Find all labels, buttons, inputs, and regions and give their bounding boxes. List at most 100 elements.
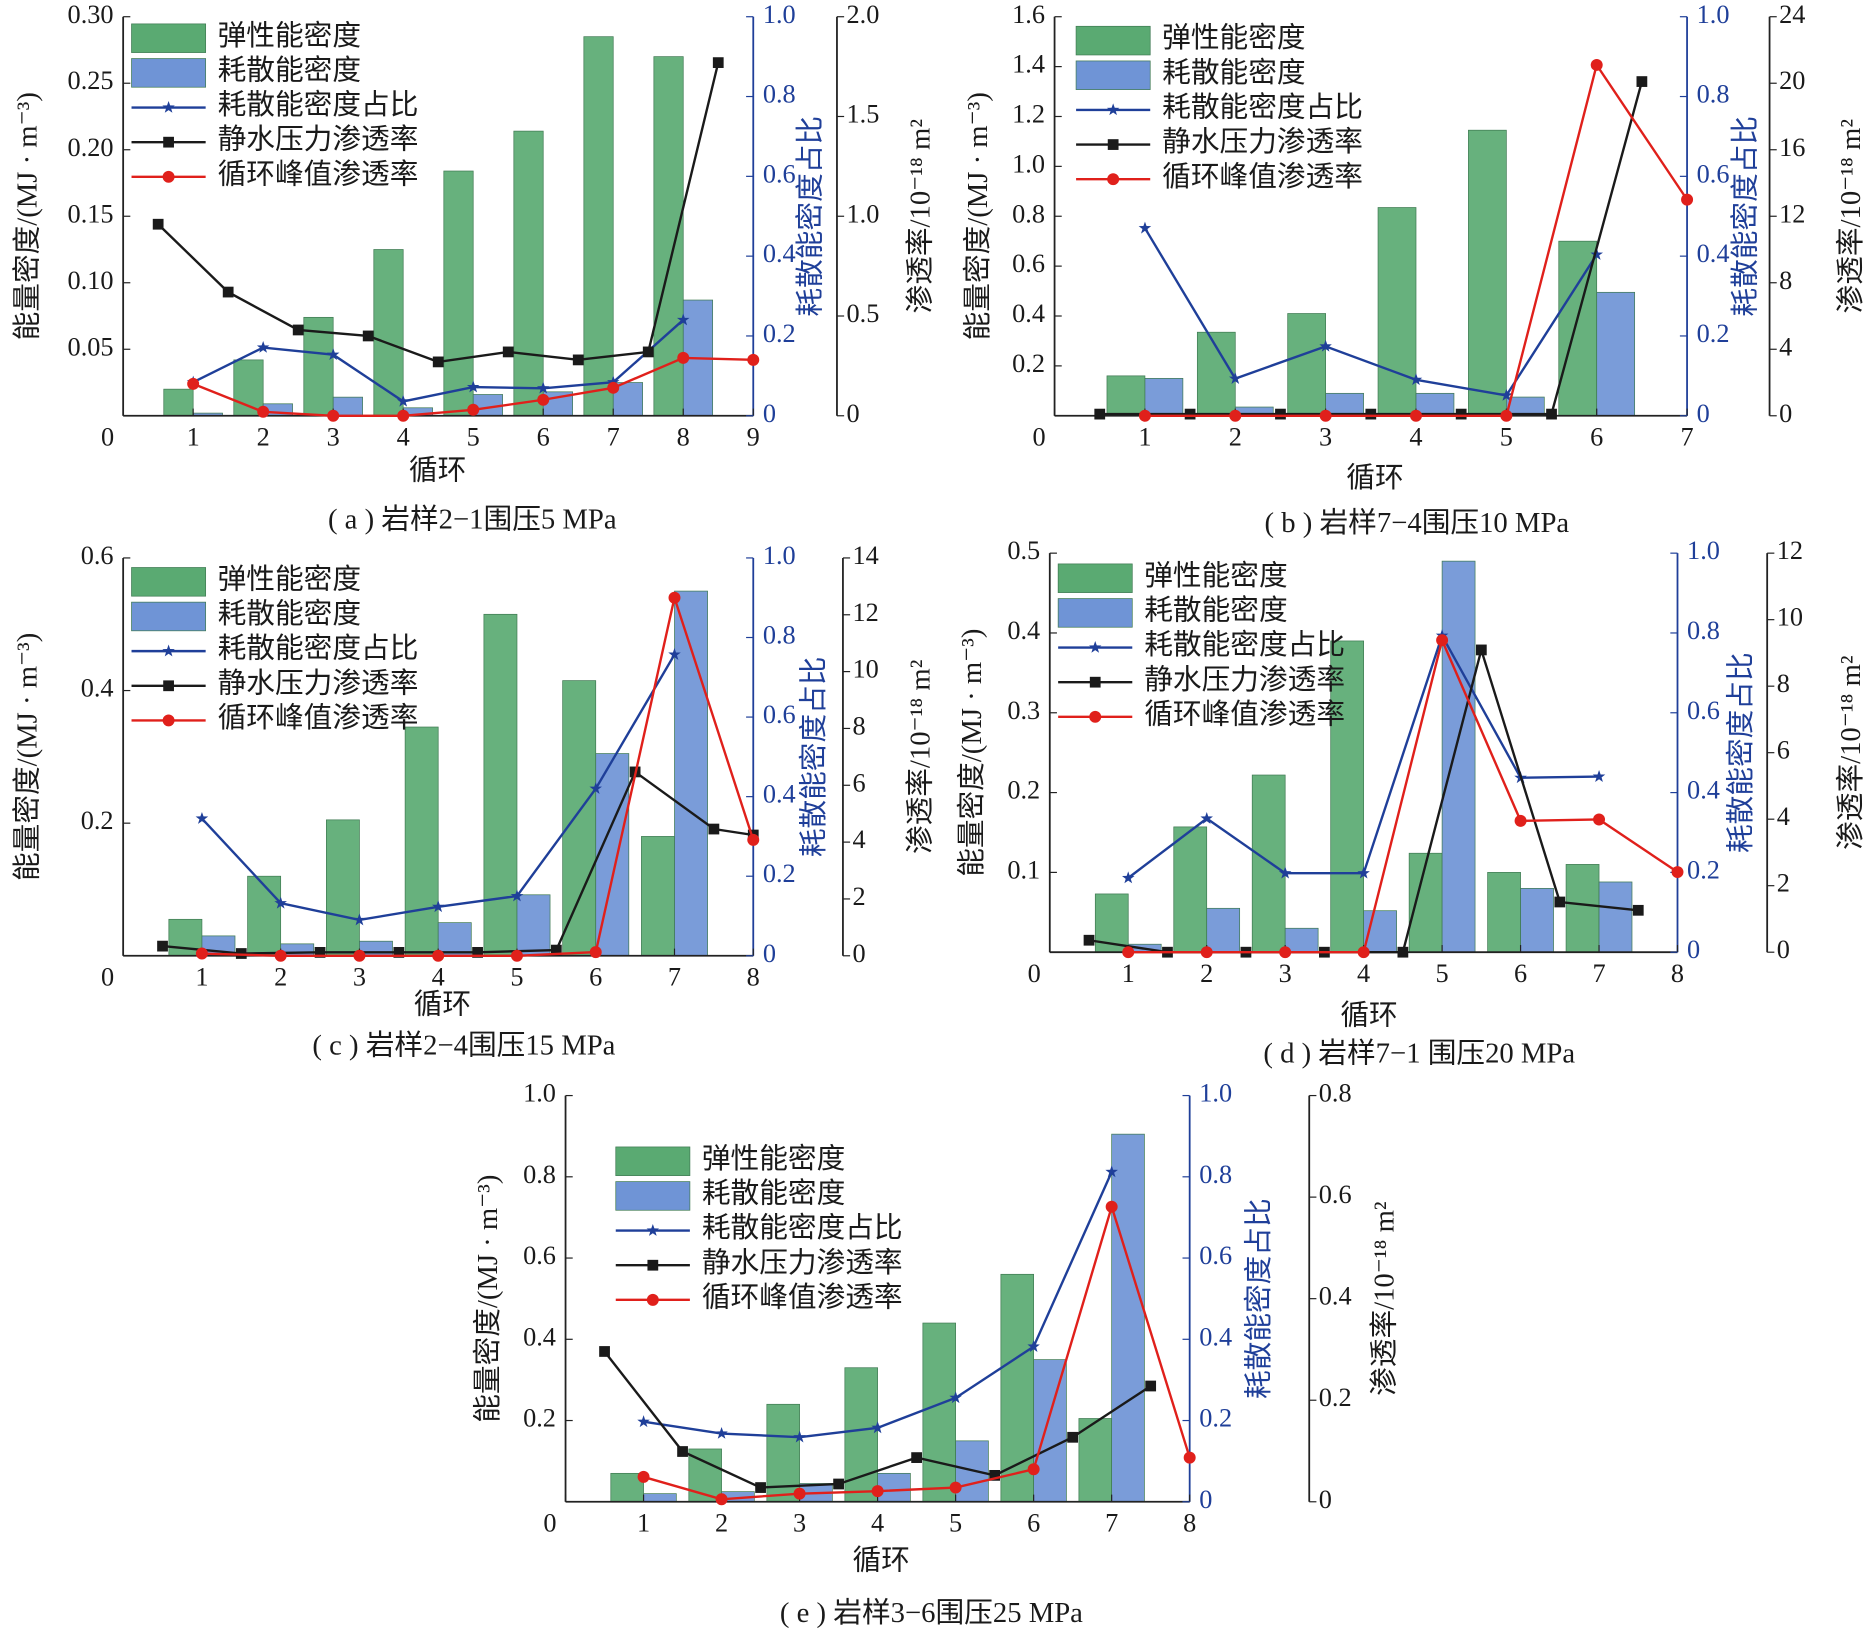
bar <box>1468 129 1507 417</box>
legend-label: 弹性能密度 <box>218 20 361 52</box>
marker-circle <box>1183 1451 1196 1464</box>
bar <box>1415 392 1455 417</box>
legend-label: 耗散能密度占比 <box>218 89 419 121</box>
bar <box>163 388 194 417</box>
marker-circle <box>1138 409 1151 422</box>
marker-star <box>162 100 175 113</box>
y2-tick-label: 1.0 <box>1687 536 1720 565</box>
y-tick-label: 1.6 <box>1012 0 1045 29</box>
x-tick-label: 7 <box>607 423 620 452</box>
bar <box>404 726 439 957</box>
marker-square <box>911 1452 922 1463</box>
bar <box>516 894 551 957</box>
marker-circle <box>195 947 208 960</box>
marker-square <box>1455 408 1467 420</box>
x-tick-label: 8 <box>1183 1509 1196 1538</box>
y-axis-label: 能量密度/(MJ · m⁻³) <box>956 629 988 877</box>
marker-square <box>393 946 405 958</box>
bar <box>1565 864 1600 953</box>
y3-tick-label: 4 <box>1779 332 1792 361</box>
legend-label: 静水压力渗透率 <box>702 1247 903 1279</box>
legend-swatch <box>131 58 207 88</box>
y2-tick-label: 1.0 <box>763 541 796 570</box>
bar <box>1330 640 1364 953</box>
marker-square <box>550 944 562 956</box>
x-tick-label: 7 <box>668 963 681 992</box>
marker-star <box>949 1391 962 1404</box>
y-tick-label: 0.05 <box>68 332 114 361</box>
marker-square <box>472 946 483 958</box>
marker-square <box>1094 408 1106 420</box>
legend-label: 静水压力渗透率 <box>1162 126 1363 158</box>
y3-tick-label: 2 <box>853 882 866 911</box>
marker-circle <box>715 1493 728 1506</box>
marker-square <box>1089 676 1101 688</box>
y-tick-label: 0.5 <box>1007 536 1040 565</box>
y-tick-label: 0.15 <box>68 199 114 228</box>
marker-square <box>755 1482 766 1493</box>
marker-square <box>1083 934 1095 946</box>
bar <box>513 130 544 417</box>
marker-circle <box>1671 866 1684 879</box>
bar <box>233 359 264 417</box>
marker-star <box>1089 640 1102 653</box>
legend-swatch <box>615 1181 691 1211</box>
y3-tick-label: 0.5 <box>847 299 880 328</box>
bar <box>583 36 614 417</box>
line <box>201 593 755 957</box>
x-tick-label: 7 <box>1680 423 1693 452</box>
marker-circle <box>637 1470 650 1483</box>
marker-square <box>1067 1431 1079 1443</box>
marker-star <box>1409 373 1423 386</box>
x-tick-label: 0 <box>101 963 114 992</box>
bar <box>1287 313 1326 417</box>
marker-circle <box>668 591 681 604</box>
marker-square <box>1365 408 1377 420</box>
y3-tick-label: 0 <box>853 939 866 968</box>
marker-star <box>353 913 366 926</box>
marker-circle <box>747 833 760 846</box>
line <box>603 1350 1152 1489</box>
legend-label: 耗散能密度占比 <box>702 1212 903 1244</box>
x-tick-label: 5 <box>510 963 523 992</box>
line <box>192 319 684 403</box>
marker-star <box>396 394 410 407</box>
legend-label: 循环峰值渗透率 <box>218 702 419 734</box>
marker-star <box>1200 811 1213 824</box>
y2-axis-label: 耗散能密度占比 <box>1243 1198 1275 1399</box>
x-tick-label: 6 <box>1590 423 1603 452</box>
marker-circle <box>467 403 480 416</box>
y2-axis-label: 耗散能密度占比 <box>795 116 827 317</box>
y2-tick-label: 0.8 <box>1687 616 1720 645</box>
chart-caption: ( b ) 岩样7−4围压10 MPa <box>1265 507 1570 539</box>
y3-tick-label: 4 <box>1777 802 1790 831</box>
x-tick-label: 0 <box>1032 423 1045 452</box>
marker-square <box>712 57 724 68</box>
x-axis-label: 循环 <box>1346 462 1403 494</box>
y-tick-label: 0.4 <box>523 1322 556 1351</box>
marker-square <box>1554 896 1566 908</box>
marker-star <box>1592 770 1606 782</box>
bar <box>437 922 472 957</box>
marker-circle <box>510 949 523 962</box>
marker-square <box>1184 408 1196 420</box>
y-tick-label: 0.8 <box>1012 199 1045 228</box>
legend-swatch <box>131 23 207 53</box>
y3-tick-label: 12 <box>1777 536 1803 565</box>
y-tick-label: 0.4 <box>1012 299 1045 328</box>
y2-tick-label: 0.6 <box>763 159 796 188</box>
marker-circle <box>949 1481 962 1494</box>
y2-tick-label: 0 <box>763 399 776 428</box>
legend-swatch <box>1057 598 1133 628</box>
y3-axis-label: 渗透率/10⁻¹⁸ m² <box>905 119 937 313</box>
marker-circle <box>1436 634 1449 647</box>
chart-caption: ( c ) 岩样2−4围压15 MPa <box>312 1029 615 1061</box>
marker-square <box>157 940 168 952</box>
x-tick-label: 0 <box>1028 959 1041 988</box>
x-tick-label: 3 <box>1319 423 1332 452</box>
bar <box>1173 826 1208 953</box>
y2-tick-label: 0 <box>1687 935 1700 964</box>
bar <box>844 1367 878 1503</box>
y3-tick-label: 0 <box>1319 1485 1332 1514</box>
x-tick-label: 8 <box>677 423 690 452</box>
